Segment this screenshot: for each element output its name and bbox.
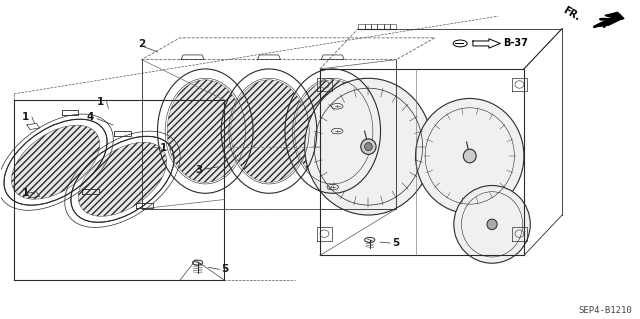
Text: 1: 1	[22, 188, 29, 198]
Ellipse shape	[294, 80, 371, 182]
Ellipse shape	[12, 125, 100, 199]
Ellipse shape	[415, 99, 524, 213]
Text: 2: 2	[138, 39, 145, 49]
Text: 1: 1	[22, 112, 29, 122]
Ellipse shape	[454, 186, 531, 263]
Ellipse shape	[463, 149, 476, 163]
Text: 1: 1	[97, 97, 104, 107]
Ellipse shape	[78, 142, 166, 216]
Ellipse shape	[361, 139, 376, 154]
Ellipse shape	[487, 219, 497, 230]
Text: B-37: B-37	[503, 39, 528, 48]
Text: 4: 4	[87, 112, 94, 122]
Ellipse shape	[231, 80, 307, 182]
Text: 5: 5	[392, 238, 399, 248]
Ellipse shape	[365, 143, 372, 151]
Ellipse shape	[167, 80, 244, 182]
Text: 3: 3	[195, 165, 202, 175]
Text: 5: 5	[221, 264, 228, 274]
Text: 1: 1	[160, 143, 168, 153]
Ellipse shape	[305, 78, 432, 215]
Polygon shape	[594, 12, 624, 27]
Text: SEP4-B1210: SEP4-B1210	[579, 306, 632, 315]
Text: FR.: FR.	[561, 5, 581, 22]
